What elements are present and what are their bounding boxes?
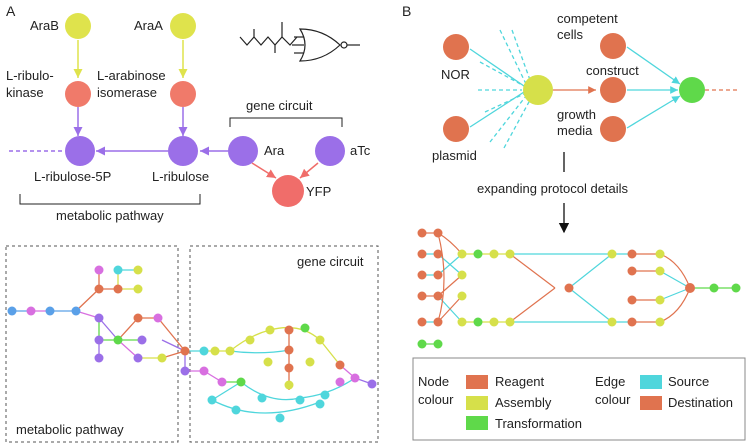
gene-circuit-box-label: gene circuit <box>297 254 364 269</box>
molecule-nor-gate-icon <box>239 22 360 62</box>
legend-swatch-transformation <box>466 416 488 430</box>
node-ribulose5p <box>65 136 95 166</box>
node-ribulose <box>168 136 198 166</box>
legend-swatch-source <box>640 375 662 389</box>
node-assembly <box>523 75 553 105</box>
node-arab <box>65 13 91 39</box>
legend-edge-title-2: colour <box>595 392 631 407</box>
node-nor <box>443 34 469 60</box>
node-kinase <box>65 81 91 107</box>
panel-a-label: A <box>6 3 16 19</box>
label-arab: AraB <box>30 18 59 33</box>
legend-destination: Destination <box>668 395 733 410</box>
node-competent-cells <box>600 33 626 59</box>
gene-circuit-graph-nodes <box>180 323 377 423</box>
label-plasmid: plasmid <box>432 148 477 163</box>
label-yfp: YFP <box>306 184 331 199</box>
panel-b-label: B <box>402 3 411 19</box>
label-ribulose5p: L-ribulose-5P <box>34 169 111 184</box>
label-kinase-2: kinase <box>6 85 44 100</box>
node-araa <box>170 13 196 39</box>
label-araa: AraA <box>134 18 163 33</box>
metabolic-pathway-label: metabolic pathway <box>56 208 164 223</box>
label-construct: construct <box>586 63 639 78</box>
legend-node-title-2: colour <box>418 392 454 407</box>
legend: Node colour Reagent Assembly Transformat… <box>412 357 746 441</box>
legend-edge-title-1: Edge <box>595 374 625 389</box>
legend-reagent: Reagent <box>495 374 545 389</box>
node-transformation <box>679 77 705 103</box>
metabolic-bracket <box>19 194 201 205</box>
node-plasmid <box>443 116 469 142</box>
node-atc <box>315 136 345 166</box>
gene-circuit-graph-box <box>189 245 379 443</box>
label-atc: aTc <box>350 143 371 158</box>
label-kinase-1: L-ribulo- <box>6 68 54 83</box>
node-ara <box>228 136 258 166</box>
metabolic-box-label: metabolic pathway <box>16 422 124 437</box>
label-competent-1: competent <box>557 11 618 26</box>
metabolic-graph-nodes <box>7 265 167 363</box>
edge-ara-yfp <box>251 162 277 179</box>
legend-swatch-destination <box>640 396 662 410</box>
expanding-label: expanding protocol details <box>477 181 629 196</box>
gene-circuit-label: gene circuit <box>246 98 313 113</box>
label-isomerase-2: isomerase <box>97 85 157 100</box>
node-yfp <box>272 175 304 207</box>
label-growth-1: growth <box>557 107 596 122</box>
label-ara: Ara <box>264 143 285 158</box>
expanded-graph-nodes <box>417 228 741 349</box>
edge-atc-yfp <box>299 162 319 179</box>
metabolic-graph-box <box>5 245 179 443</box>
legend-assembly: Assembly <box>495 395 552 410</box>
top-workflow-edges <box>469 29 740 149</box>
legend-node-title-1: Node <box>418 374 449 389</box>
legend-source: Source <box>668 374 709 389</box>
node-construct <box>600 77 626 103</box>
panel-b: B NOR plasmid competent cells <box>402 3 746 441</box>
label-ribulose: L-ribulose <box>152 169 209 184</box>
label-growth-2: media <box>557 123 593 138</box>
node-growth-media <box>600 116 626 142</box>
node-isomerase <box>170 81 196 107</box>
legend-transformation: Transformation <box>495 416 582 431</box>
label-isomerase-1: L-arabinose <box>97 68 166 83</box>
label-competent-2: cells <box>557 27 584 42</box>
gene-circuit-bracket <box>229 117 343 127</box>
legend-swatch-reagent <box>466 375 488 389</box>
label-nor: NOR <box>441 67 470 82</box>
panel-a: A AraB AraA L-ribulo- kinase L-arabinose… <box>5 3 379 443</box>
legend-swatch-assembly <box>466 396 488 410</box>
